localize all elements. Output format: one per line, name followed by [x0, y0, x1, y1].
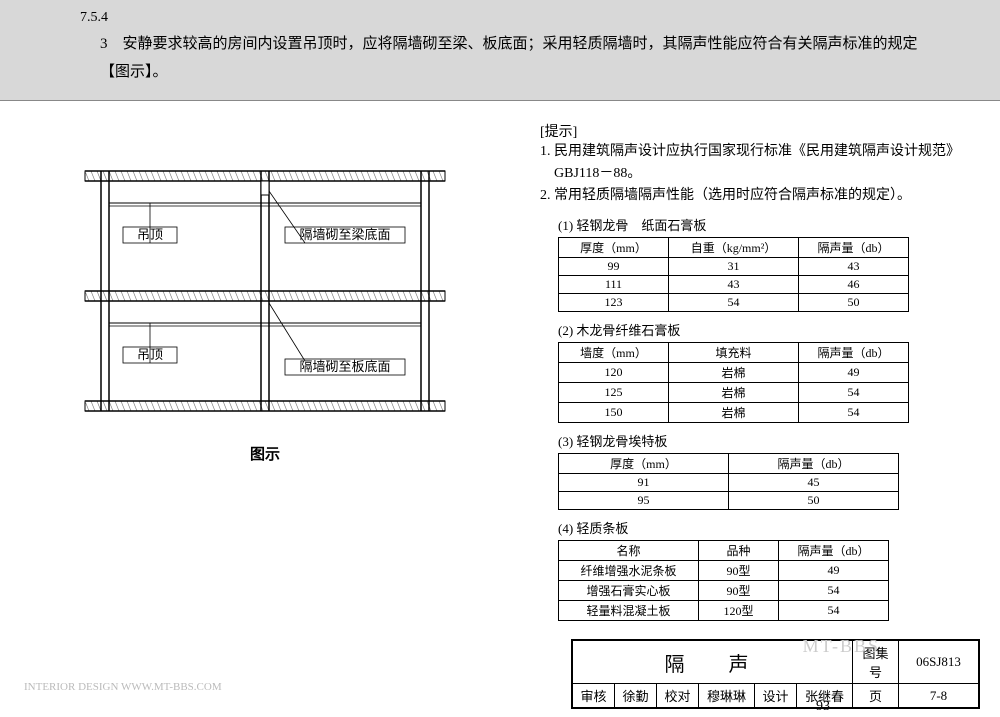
atlas-no: 06SJ813 — [899, 641, 979, 684]
design-label: 设计 — [754, 684, 796, 708]
page-number: 93 — [816, 699, 830, 715]
notes-column: [提示] 1. 民用建筑隔声设计应执行国家现行标准《民用建筑隔声设计规范》GBJ… — [510, 121, 980, 621]
cell: 岩棉 — [669, 363, 799, 383]
cell: 45 — [729, 474, 899, 492]
cell: 43 — [669, 276, 799, 294]
cell: 50 — [799, 294, 909, 312]
cell: 91 — [559, 474, 729, 492]
table4-title: (4) 轻质条板 — [558, 518, 980, 537]
svg-text:隔墙砌至板底面: 隔墙砌至板底面 — [299, 359, 390, 374]
check-label: 校对 — [657, 684, 699, 708]
cell: 49 — [799, 363, 909, 383]
check-name: 穆琳琳 — [699, 684, 755, 708]
table2-title: (2) 木龙骨纤维石膏板 — [558, 320, 980, 339]
col-header: 隔声量（db） — [799, 343, 909, 363]
notes-title: [提示] — [540, 121, 980, 141]
col-header: 隔声量（db） — [779, 541, 889, 561]
cell: 120 — [559, 363, 669, 383]
cell: 46 — [799, 276, 909, 294]
col-header: 填充料 — [669, 343, 799, 363]
cell: 50 — [729, 492, 899, 510]
cell: 43 — [799, 258, 909, 276]
cell: 54 — [799, 383, 909, 403]
section-diagram: 吊顶隔墙砌至梁底面吊顶隔墙砌至板底面 — [75, 161, 455, 421]
review-name: 徐勤 — [615, 684, 657, 708]
cell: 90型 — [699, 561, 779, 581]
cell: 增强石膏实心板 — [559, 581, 699, 601]
title-block: 隔 声 图集号 06SJ813 审核 徐勤 校对 穆琳琳 设计 张继春 页 7-… — [571, 639, 980, 709]
content-area: 吊顶隔墙砌至梁底面吊顶隔墙砌至板底面 图示 [提示] 1. 民用建筑隔声设计应执… — [0, 101, 1000, 621]
cell: 150 — [559, 403, 669, 423]
cell: 岩棉 — [669, 403, 799, 423]
col-header: 隔声量（db） — [729, 454, 899, 474]
table3-title: (3) 轻钢龙骨埃特板 — [558, 431, 980, 450]
cell: 111 — [559, 276, 669, 294]
page-no: 7-8 — [899, 684, 979, 708]
cell: 99 — [559, 258, 669, 276]
diagram-caption: 图示 — [75, 443, 455, 464]
cell: 90型 — [699, 581, 779, 601]
note-1: 1. 民用建筑隔声设计应执行国家现行标准《民用建筑隔声设计规范》GBJ118－8… — [540, 141, 980, 185]
cell: 31 — [669, 258, 799, 276]
section-number: 7.5.4 — [60, 10, 940, 26]
cell: 54 — [669, 294, 799, 312]
cell: 125 — [559, 383, 669, 403]
table4: 名称品种隔声量（db） 纤维增强水泥条板90型49 增强石膏实心板90型54 轻量料混… — [558, 540, 889, 621]
table2: 墙度（mm）填充料隔声量（db） 120岩棉49 125岩棉54 150岩棉54 — [558, 342, 909, 423]
col-header: 厚度（mm） — [559, 454, 729, 474]
clause-text: 3 安静要求较高的房间内设置吊顶时，应将隔墙砌至梁、板底面；采用轻质隔墙时，其隔… — [60, 30, 940, 86]
cell: 54 — [779, 581, 889, 601]
cell: 95 — [559, 492, 729, 510]
diagram-column: 吊顶隔墙砌至梁底面吊顶隔墙砌至板底面 图示 — [20, 121, 510, 621]
sheet-title: 隔 声 — [573, 641, 853, 684]
cell: 120型 — [699, 601, 779, 621]
header-section: 7.5.4 3 安静要求较高的房间内设置吊顶时，应将隔墙砌至梁、板底面；采用轻质… — [0, 0, 1000, 101]
table1: 厚度（mm）自重（kg/mm²）隔声量（db）99314311143461235… — [558, 237, 909, 312]
col-header: 自重（kg/mm²） — [669, 238, 799, 258]
cell: 49 — [779, 561, 889, 581]
note-2: 2. 常用轻质隔墙隔声性能（选用时应符合隔声标准的规定）。 — [540, 185, 980, 207]
page-label: 页 — [853, 684, 899, 708]
svg-text:隔墙砌至梁底面: 隔墙砌至梁底面 — [299, 227, 390, 242]
cell: 纤维增强水泥条板 — [559, 561, 699, 581]
cell: 岩棉 — [669, 383, 799, 403]
col-header: 品种 — [699, 541, 779, 561]
review-label: 审核 — [573, 684, 615, 708]
cell: 54 — [779, 601, 889, 621]
table3: 厚度（mm）隔声量（db）91459550 — [558, 453, 899, 510]
col-header: 厚度（mm） — [559, 238, 669, 258]
cell: 54 — [799, 403, 909, 423]
col-header: 墙度（mm） — [559, 343, 669, 363]
cell: 轻量料混凝土板 — [559, 601, 699, 621]
diagram-wrap: 吊顶隔墙砌至梁底面吊顶隔墙砌至板底面 图示 — [75, 161, 455, 464]
cell: 123 — [559, 294, 669, 312]
watermark-left: INTERIOR DESIGN WWW.MT-BBS.COM — [24, 681, 222, 693]
col-header: 名称 — [559, 541, 699, 561]
atlas-label: 图集号 — [853, 641, 899, 684]
table1-title: (1) 轻钢龙骨 纸面石膏板 — [558, 215, 980, 234]
col-header: 隔声量（db） — [799, 238, 909, 258]
